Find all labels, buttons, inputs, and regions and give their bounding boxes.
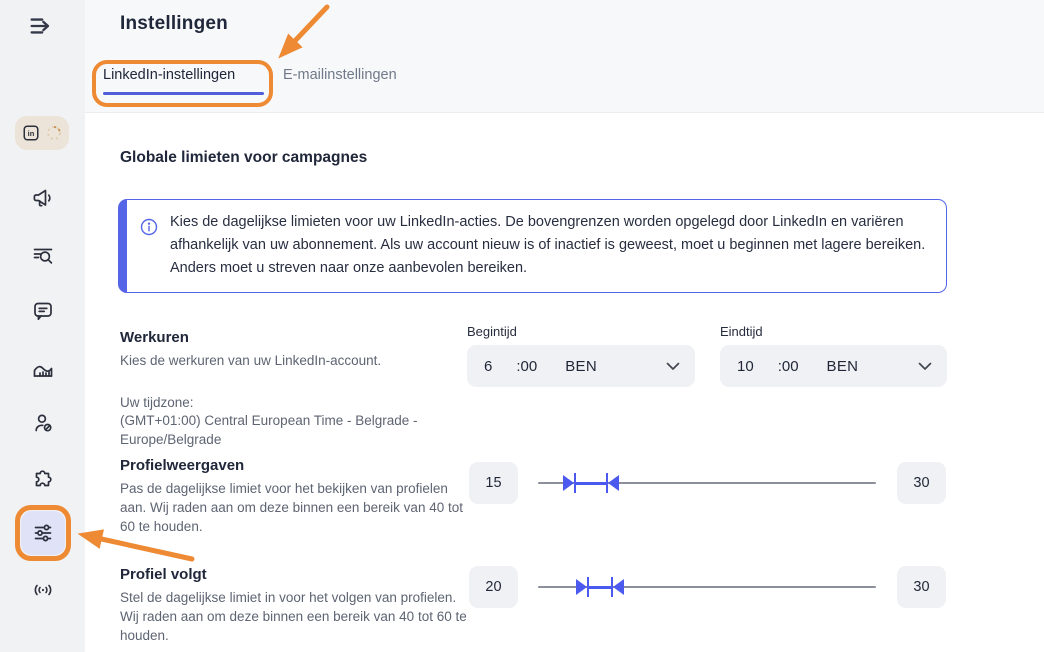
expand-sidebar-icon bbox=[26, 12, 58, 40]
start-hour: 6 bbox=[484, 357, 493, 375]
handle-arrow-icon bbox=[576, 579, 587, 595]
expand-sidebar-button[interactable] bbox=[26, 11, 58, 41]
active-tab-underline bbox=[103, 92, 264, 95]
sidebar-item-messages[interactable] bbox=[21, 289, 65, 333]
end-time-select[interactable]: 10 :00 BEN bbox=[720, 345, 947, 387]
start-zone: BEN bbox=[565, 357, 597, 375]
page-title: Instellingen bbox=[120, 13, 228, 34]
end-time-label: Eindtijd bbox=[720, 324, 763, 339]
linkedin-icon: in bbox=[22, 124, 40, 142]
slider-handle-right[interactable] bbox=[606, 470, 619, 496]
profile-views-title: Profielweergaven bbox=[120, 457, 245, 474]
profile-follows-max[interactable]: 30 bbox=[897, 566, 946, 608]
profile-views-description: Pas de dagelijkse limiet voor het bekijk… bbox=[120, 481, 463, 534]
sidebar: in bbox=[0, 0, 85, 652]
broadcast-icon bbox=[31, 578, 55, 602]
start-time-label: Begintijd bbox=[467, 324, 517, 339]
linkedin-account-pill[interactable]: in bbox=[15, 116, 69, 150]
workhours-title: Werkuren bbox=[120, 329, 189, 346]
slider-selected-range bbox=[575, 481, 607, 485]
handle-arrow-icon bbox=[608, 475, 619, 491]
info-banner-text: Kies de dagelijkse limieten voor uw Link… bbox=[170, 214, 926, 277]
tab-linkedin-settings[interactable]: LinkedIn-instellingen bbox=[103, 67, 236, 83]
handle-bar bbox=[611, 577, 613, 597]
slider-handle-right[interactable] bbox=[611, 574, 624, 600]
slider-track[interactable] bbox=[538, 482, 876, 484]
profile-follows-description: Stel de dagelijkse limiet in voor het vo… bbox=[120, 590, 467, 643]
sidebar-item-analytics[interactable] bbox=[21, 346, 65, 390]
timezone-value: (GMT+01:00) Central European Time - Belg… bbox=[120, 413, 418, 447]
sidebar-item-webhooks[interactable] bbox=[21, 568, 65, 612]
info-banner bbox=[118, 199, 947, 293]
spinner-icon bbox=[45, 124, 63, 142]
handle-bar bbox=[606, 473, 608, 493]
start-minutes: :00 bbox=[516, 357, 538, 375]
sidebar-item-settings[interactable] bbox=[21, 511, 65, 555]
end-minutes: :00 bbox=[777, 357, 799, 375]
slider-track[interactable] bbox=[538, 586, 876, 588]
tab-email-settings[interactable]: E-mailinstellingen bbox=[283, 67, 397, 83]
workhours-description: Kies de werkuren van uw LinkedIn-account… bbox=[120, 353, 382, 368]
sidebar-item-campaigns[interactable] bbox=[21, 176, 65, 220]
timezone-label: Uw tijdzone: bbox=[120, 395, 194, 410]
puzzle-icon bbox=[31, 467, 55, 491]
profile-follows-slider[interactable] bbox=[538, 574, 876, 600]
profile-views-max[interactable]: 30 bbox=[897, 462, 946, 504]
chat-icon bbox=[31, 299, 55, 323]
page-header bbox=[85, 0, 1044, 113]
profile-follows-title: Profiel volgt bbox=[120, 566, 207, 583]
section-title: Globale limieten voor campagnes bbox=[120, 149, 368, 166]
chevron-down-icon bbox=[918, 362, 932, 371]
handle-arrow-icon bbox=[613, 579, 624, 595]
profile-views-slider[interactable] bbox=[538, 470, 876, 496]
handle-bar bbox=[587, 577, 589, 597]
end-zone: BEN bbox=[826, 357, 859, 375]
slider-selected-range bbox=[588, 585, 612, 589]
sliders-icon bbox=[31, 521, 55, 545]
sidebar-item-integrations[interactable] bbox=[21, 457, 65, 501]
megaphone-icon bbox=[31, 186, 55, 210]
handle-bar bbox=[574, 473, 576, 493]
sidebar-item-blacklist[interactable] bbox=[21, 401, 65, 445]
slider-handle-left[interactable] bbox=[576, 574, 589, 600]
analytics-icon bbox=[31, 356, 55, 380]
sidebar-item-search[interactable] bbox=[21, 234, 65, 278]
start-time-select[interactable]: 6 :00 BEN bbox=[467, 345, 695, 387]
chevron-down-icon bbox=[666, 362, 680, 371]
user-restrict-icon bbox=[31, 411, 55, 435]
profile-follows-value[interactable]: 20 bbox=[469, 566, 518, 608]
info-icon bbox=[139, 217, 159, 237]
search-list-icon bbox=[31, 244, 55, 268]
handle-arrow-icon bbox=[563, 475, 574, 491]
end-hour: 10 bbox=[737, 357, 754, 375]
svg-text:in: in bbox=[27, 129, 34, 138]
profile-views-value[interactable]: 15 bbox=[469, 462, 518, 504]
slider-handle-left[interactable] bbox=[563, 470, 576, 496]
